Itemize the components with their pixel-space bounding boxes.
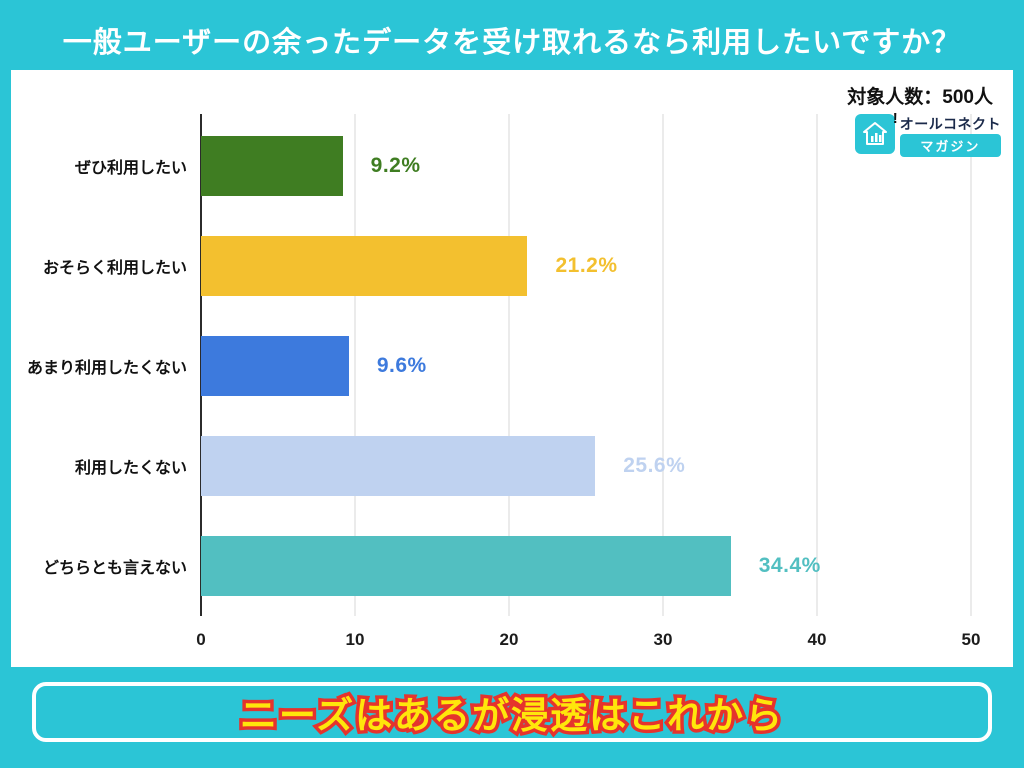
bar-row: ぜひ利用したい 9.2%: [11, 116, 1013, 216]
x-axis: 0 10 20 30 40 50: [196, 630, 980, 656]
category-label: どちらとも言えない: [42, 560, 187, 577]
x-tick-label: 20: [499, 630, 519, 649]
category-label: おそらく利用したい: [42, 260, 187, 277]
conclusion-banner: ニーズはあるが浸透はこれから: [32, 682, 992, 742]
bar-track: 34.4%: [201, 536, 971, 596]
bar-4: [201, 436, 596, 496]
sample-size-label: 対象人数：500人: [847, 87, 993, 108]
bar-row: おそらく利用したい 21.2%: [11, 216, 1013, 316]
exclamation-icon: !: [892, 110, 898, 127]
x-tick-label: 50: [961, 630, 981, 649]
brand-name: オールコネクト: [899, 116, 1001, 132]
chart-card: 対象人数：500人 ! オールコネクト マガジン ぜひ利用したい 9.2% おそらく…: [11, 70, 1013, 667]
brand-logo-text: オールコネクト マガジン: [899, 114, 1001, 157]
bar-2: [201, 236, 528, 296]
brand-subtitle-badge: マガジン: [899, 134, 1001, 157]
category-label: ぜひ利用したい: [74, 160, 187, 177]
bar-track: 9.2%: [201, 136, 971, 196]
x-tick-label: 0: [196, 630, 206, 649]
x-tick-label: 30: [653, 630, 673, 649]
house-chart-icon: !: [854, 110, 898, 154]
brand-logo: ! オールコネクト マガジン: [854, 110, 1001, 157]
value-label: 25.6%: [623, 454, 686, 477]
bar-row: どちらとも言えない 34.4%: [11, 516, 1013, 616]
bar-track: 21.2%: [201, 236, 971, 296]
conclusion-text: ニーズはあるが浸透はこれから: [236, 692, 785, 740]
bar-row: 利用したくない 25.6%: [11, 416, 1013, 516]
bar-rows: ぜひ利用したい 9.2% おそらく利用したい 21.2% あまり利用したくない 9.6% 利…: [11, 114, 1013, 616]
value-label: 9.6%: [376, 354, 427, 377]
bar-chart: ぜひ利用したい 9.2% おそらく利用したい 21.2% あまり利用したくない 9.6% 利…: [11, 114, 1013, 662]
value-label: 9.2%: [370, 154, 421, 177]
bar-track: 25.6%: [201, 436, 971, 496]
footer: ニーズはあるが浸透はこれから: [11, 667, 1013, 757]
gridline: [354, 114, 356, 616]
value-label: 21.2%: [555, 254, 618, 277]
gridline: [662, 114, 664, 616]
page-title: 一般ユーザーの余ったデータを受け取れるなら利用したいですか？: [62, 27, 962, 59]
gridline: [508, 114, 510, 616]
value-label: 34.4%: [758, 554, 821, 577]
bar-3: [201, 336, 349, 396]
x-tick-label: 40: [807, 630, 827, 649]
category-label: 利用したくない: [74, 460, 187, 477]
gridline: [970, 114, 972, 616]
bar-row: あまり利用したくない 9.6%: [11, 316, 1013, 416]
bar-track: 9.6%: [201, 336, 971, 396]
x-tick-label: 10: [345, 630, 365, 649]
gridline: [816, 114, 818, 616]
category-label: あまり利用したくない: [26, 360, 187, 377]
bar-5: [201, 536, 731, 596]
bar-1: [201, 136, 343, 196]
